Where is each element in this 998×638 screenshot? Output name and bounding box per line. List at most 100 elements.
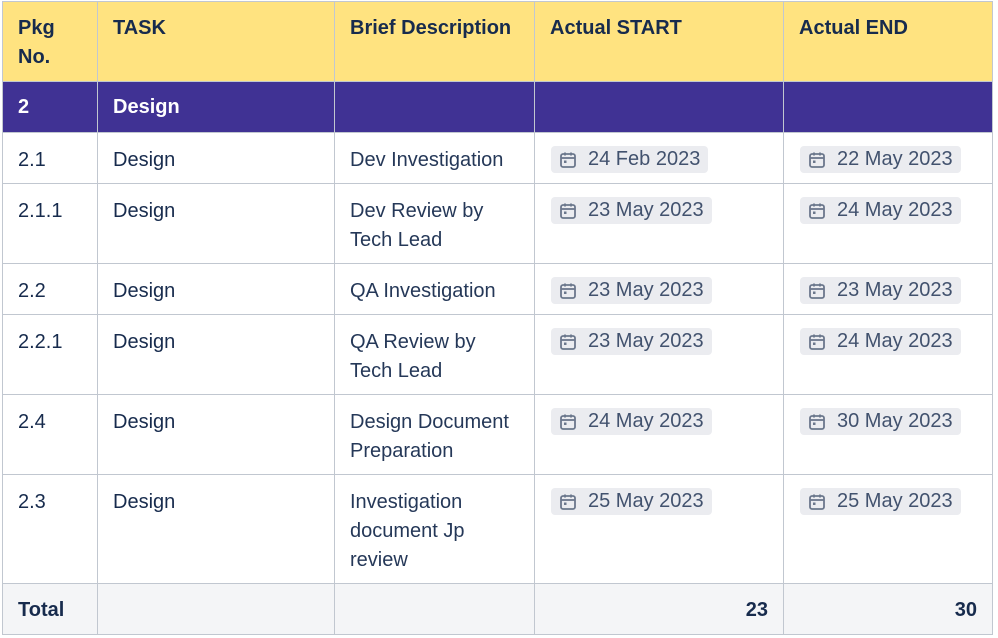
end-cell[interactable]: 24 May 2023 <box>783 183 993 264</box>
section-task[interactable]: Design <box>97 81 335 133</box>
table-row: 2.2 Design QA Investigation 23 May 2023 <box>2 263 993 315</box>
section-row: 2 Design <box>2 81 993 133</box>
pkg-number: 2.3 <box>18 491 46 513</box>
end-cell[interactable]: 22 May 2023 <box>783 132 993 184</box>
pkg-cell[interactable]: 2.1 <box>2 132 98 184</box>
description-cell[interactable]: Design Document Preparation <box>334 394 535 475</box>
header-actual-end[interactable]: Actual END <box>783 1 993 82</box>
description-text: Design Document Preparation <box>350 411 509 462</box>
description-text: QA Investigation <box>350 280 496 302</box>
start-date-chip[interactable]: 23 May 2023 <box>551 277 712 304</box>
start-date-text: 24 Feb 2023 <box>588 148 701 170</box>
end-date-chip[interactable]: 23 May 2023 <box>800 277 961 304</box>
start-cell[interactable]: 24 Feb 2023 <box>534 132 784 184</box>
start-date-chip[interactable]: 23 May 2023 <box>551 328 712 355</box>
header-brief-description[interactable]: Brief Description <box>334 1 535 82</box>
table-row: 2.1.1 Design Dev Review by Tech Lead 23 … <box>2 183 993 264</box>
end-cell[interactable]: 25 May 2023 <box>783 474 993 584</box>
description-text: Dev Investigation <box>350 149 504 171</box>
end-date-chip[interactable]: 22 May 2023 <box>800 146 961 173</box>
task-cell[interactable]: Design <box>97 314 335 395</box>
task-name: Design <box>113 280 176 302</box>
task-cell[interactable]: Design <box>97 183 335 264</box>
end-cell[interactable]: 30 May 2023 <box>783 394 993 475</box>
task-name: Design <box>113 411 176 433</box>
start-date-chip[interactable]: 25 May 2023 <box>551 488 712 515</box>
calendar-icon <box>809 494 825 510</box>
section-empty-cell[interactable] <box>534 81 784 133</box>
task-name: Design <box>113 200 176 222</box>
start-date-text: 23 May 2023 <box>588 199 704 221</box>
header-pkg-no[interactable]: Pkg No. <box>2 1 98 82</box>
start-cell[interactable]: 23 May 2023 <box>534 314 784 395</box>
start-cell[interactable]: 23 May 2023 <box>534 263 784 315</box>
calendar-icon <box>809 414 825 430</box>
header-task[interactable]: TASK <box>97 1 335 82</box>
end-cell[interactable]: 24 May 2023 <box>783 314 993 395</box>
total-row: Total 23 30 <box>2 583 993 635</box>
table-row: 2.1 Design Dev Investigation 24 Feb 2023 <box>2 132 993 184</box>
description-text: Dev Review by Tech Lead <box>350 200 484 251</box>
pkg-number: 2.1.1 <box>18 200 63 222</box>
calendar-icon <box>809 203 825 219</box>
end-date-text: 25 May 2023 <box>837 490 953 512</box>
start-date-text: 23 May 2023 <box>588 279 704 301</box>
end-date-text: 22 May 2023 <box>837 148 953 170</box>
pkg-number: 2.1 <box>18 149 46 171</box>
task-cell[interactable]: Design <box>97 263 335 315</box>
pkg-cell[interactable]: 2.2.1 <box>2 314 98 395</box>
calendar-icon <box>560 334 576 350</box>
start-date-text: 25 May 2023 <box>588 490 704 512</box>
pkg-cell[interactable]: 2.4 <box>2 394 98 475</box>
description-text: Investigation document Jp review <box>350 491 465 571</box>
task-cell[interactable]: Design <box>97 132 335 184</box>
calendar-icon <box>560 203 576 219</box>
end-date-chip[interactable]: 24 May 2023 <box>800 328 961 355</box>
task-name: Design <box>113 149 176 171</box>
start-date-chip[interactable]: 24 Feb 2023 <box>551 146 709 173</box>
task-cell[interactable]: Design <box>97 394 335 475</box>
pkg-cell[interactable]: 2.2 <box>2 263 98 315</box>
description-cell[interactable]: Dev Review by Tech Lead <box>334 183 535 264</box>
start-cell[interactable]: 25 May 2023 <box>534 474 784 584</box>
section-empty-cell[interactable] <box>334 81 535 133</box>
description-cell[interactable]: QA Investigation <box>334 263 535 315</box>
calendar-icon <box>809 283 825 299</box>
total-empty-cell[interactable] <box>334 583 535 635</box>
pkg-number: 2.2 <box>18 280 46 302</box>
total-end[interactable]: 30 <box>783 583 993 635</box>
start-cell[interactable]: 24 May 2023 <box>534 394 784 475</box>
start-date-text: 23 May 2023 <box>588 330 704 352</box>
start-date-chip[interactable]: 23 May 2023 <box>551 197 712 224</box>
end-date-text: 24 May 2023 <box>837 330 953 352</box>
description-cell[interactable]: Investigation document Jp review <box>334 474 535 584</box>
calendar-icon <box>809 152 825 168</box>
pkg-cell[interactable]: 2.3 <box>2 474 98 584</box>
table-row: 2.3 Design Investigation document Jp rev… <box>2 474 993 584</box>
end-date-chip[interactable]: 25 May 2023 <box>800 488 961 515</box>
description-cell[interactable]: QA Review by Tech Lead <box>334 314 535 395</box>
description-cell[interactable]: Dev Investigation <box>334 132 535 184</box>
header-actual-start[interactable]: Actual START <box>534 1 784 82</box>
start-date-chip[interactable]: 24 May 2023 <box>551 408 712 435</box>
calendar-icon <box>560 283 576 299</box>
section-empty-cell[interactable] <box>783 81 993 133</box>
total-label[interactable]: Total <box>2 583 98 635</box>
section-pkg[interactable]: 2 <box>2 81 98 133</box>
end-cell[interactable]: 23 May 2023 <box>783 263 993 315</box>
pkg-number: 2.4 <box>18 411 46 433</box>
start-cell[interactable]: 23 May 2023 <box>534 183 784 264</box>
end-date-text: 24 May 2023 <box>837 199 953 221</box>
end-date-text: 23 May 2023 <box>837 279 953 301</box>
task-cell[interactable]: Design <box>97 474 335 584</box>
calendar-icon <box>560 152 576 168</box>
pkg-cell[interactable]: 2.1.1 <box>2 183 98 264</box>
total-empty-cell[interactable] <box>97 583 335 635</box>
end-date-chip[interactable]: 24 May 2023 <box>800 197 961 224</box>
task-name: Design <box>113 491 176 513</box>
total-start[interactable]: 23 <box>534 583 784 635</box>
end-date-chip[interactable]: 30 May 2023 <box>800 408 961 435</box>
description-text: QA Review by Tech Lead <box>350 331 476 382</box>
calendar-icon <box>560 414 576 430</box>
header-row: Pkg No. TASK Brief Description Actual ST… <box>2 1 993 82</box>
